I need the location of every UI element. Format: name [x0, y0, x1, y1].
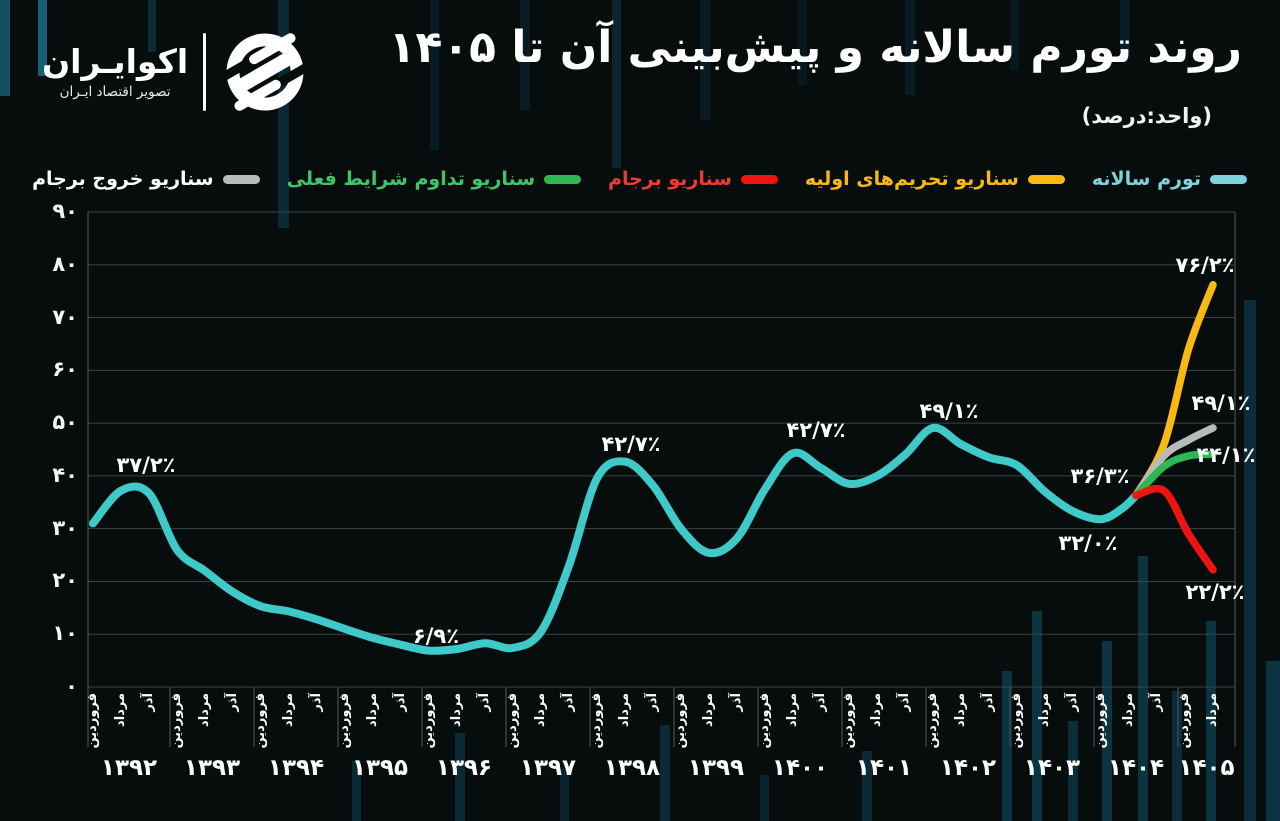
legend-label: سناریو تحریم‌های اولیه: [804, 168, 1019, 190]
bg-bar: [1010, 0, 1019, 70]
bg-bar: [612, 0, 621, 168]
bg-bar: [278, 0, 289, 228]
bg-bar: [455, 733, 465, 821]
legend-swatch-icon: [544, 174, 582, 184]
legend-swatch-icon: [1027, 174, 1065, 184]
chart-legend: تورم سالانه سناریو تحریم‌های اولیه سناریو …: [32, 168, 1247, 190]
series-line: [1132, 450, 1217, 500]
legend-swatch-icon: [740, 174, 778, 184]
legend-label: سناریو خروج برجام: [32, 168, 214, 190]
legend-item: سناریو خروج برجام: [32, 168, 260, 190]
brand-name: اکوایـران: [42, 42, 189, 82]
bg-bar: [1266, 661, 1280, 821]
bg-bar: [38, 0, 47, 76]
bg-bar: [1068, 721, 1078, 821]
bg-bar: [700, 0, 710, 120]
bg-bar: [905, 0, 915, 95]
bg-bar: [1172, 691, 1182, 821]
series-line: [89, 423, 1140, 655]
legend-swatch-icon: [1210, 174, 1247, 184]
bg-bar: [760, 775, 769, 821]
bg-bar: [1032, 611, 1042, 821]
legend-swatch-icon: [222, 174, 260, 184]
brand-text-block: اکوایـران تصویر اقتصاد ایـران: [42, 42, 189, 100]
bg-bar: [1120, 0, 1130, 58]
brand-logo: اکوایـران تصویر اقتصاد ایـران: [42, 28, 310, 116]
legend-label: سناریو برجام: [608, 168, 732, 190]
legend-item: سناریو تحریم‌های اولیه: [805, 168, 1065, 190]
bg-bar: [430, 0, 439, 150]
bg-bar: [1206, 621, 1216, 821]
bg-bar: [1244, 300, 1256, 821]
logo-divider: [203, 33, 207, 111]
page-title: روند تورم سالانه و پیش‌بینی آن تا ۱۴۰۵: [388, 22, 1242, 73]
bg-bar: [560, 769, 569, 821]
ecoiran-emblem-icon: [221, 29, 310, 115]
bg-bar: [0, 0, 10, 96]
legend-item: تورم سالانه: [1092, 168, 1247, 190]
bg-bar: [352, 761, 361, 821]
brand-tagline: تصویر اقتصاد ایـران: [59, 83, 171, 100]
bg-bar: [798, 0, 807, 85]
bg-bar: [148, 0, 156, 52]
legend-label: تورم سالانه: [1091, 168, 1201, 190]
series-line: [1132, 484, 1217, 574]
bg-bar: [1002, 671, 1012, 821]
bg-bar: [1138, 556, 1148, 821]
legend-label: سناریو تداوم شرایط فعلی: [286, 168, 536, 190]
legend-item: سناریو تداوم شرایط فعلی: [286, 168, 582, 190]
bg-bar: [660, 725, 670, 821]
legend-item: سناریو برجام: [608, 168, 778, 190]
bg-bar: [862, 751, 872, 821]
bg-bar: [520, 0, 530, 110]
unit-label: (واحد:درصد): [1081, 104, 1212, 128]
bg-bar: [1102, 641, 1112, 821]
